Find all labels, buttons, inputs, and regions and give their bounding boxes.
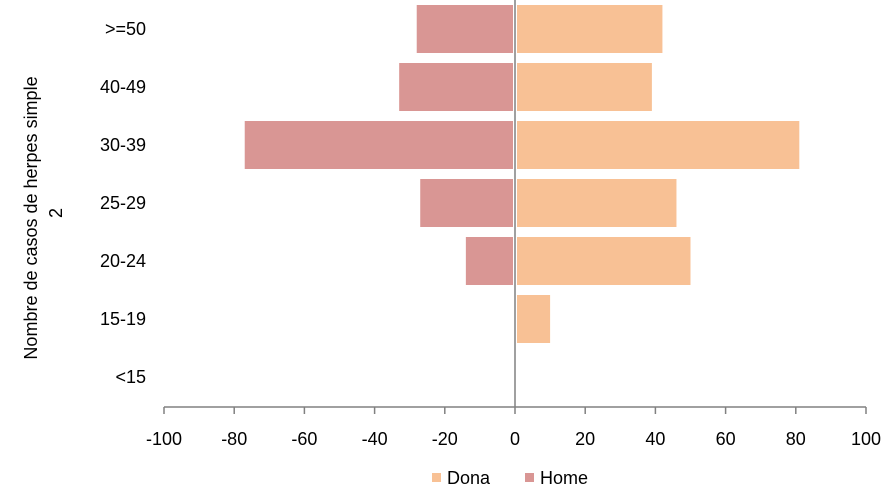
legend-label-dona: Dona xyxy=(447,468,491,488)
legend-swatch-home xyxy=(525,473,534,482)
y-axis-title-line-1: Nombre de casos de herpes simple xyxy=(21,76,41,359)
x-tick-label-6: 20 xyxy=(575,429,595,449)
category-label-3: 25-29 xyxy=(100,193,146,213)
bar-home-0 xyxy=(416,5,513,53)
x-tick-label-5: 0 xyxy=(510,429,520,449)
bar-dona-2 xyxy=(517,121,800,169)
x-tick-labels: -100 -80 -60 -40 -20 0 20 40 60 80 100 xyxy=(146,429,881,449)
x-tick-label-2: -60 xyxy=(291,429,317,449)
x-tick-label-7: 40 xyxy=(645,429,665,449)
category-label-2: 30-39 xyxy=(100,135,146,155)
bars-group xyxy=(244,5,800,343)
category-label-1: 40-49 xyxy=(100,77,146,97)
bar-home-3 xyxy=(420,179,513,227)
bar-home-1 xyxy=(399,63,513,111)
legend-label-home: Home xyxy=(540,468,588,488)
axes-group xyxy=(163,0,867,414)
bar-home-4 xyxy=(465,237,513,285)
bar-dona-0 xyxy=(517,5,663,53)
x-tick-label-8: 60 xyxy=(716,429,736,449)
x-tick-label-9: 80 xyxy=(786,429,806,449)
category-label-4: 20-24 xyxy=(100,251,146,271)
category-label-0: >=50 xyxy=(105,19,146,39)
bar-dona-5 xyxy=(517,295,551,343)
category-labels: >=50 40-49 30-39 25-29 20-24 15-19 <15 xyxy=(100,19,146,387)
x-tick-label-4: -20 xyxy=(432,429,458,449)
category-label-5: 15-19 xyxy=(100,309,146,329)
legend-swatch-dona xyxy=(432,473,441,482)
x-tick-label-0: -100 xyxy=(146,429,182,449)
legend: Dona Home xyxy=(432,468,588,488)
y-axis-title-line-2: 2 xyxy=(46,208,66,218)
bar-dona-4 xyxy=(517,237,691,285)
x-tick-label-10: 100 xyxy=(851,429,881,449)
bar-dona-3 xyxy=(517,179,677,227)
bar-home-2 xyxy=(244,121,514,169)
bar-dona-1 xyxy=(517,63,652,111)
x-tick-label-3: -40 xyxy=(362,429,388,449)
x-tick-label-1: -80 xyxy=(221,429,247,449)
category-label-6: <15 xyxy=(115,367,146,387)
